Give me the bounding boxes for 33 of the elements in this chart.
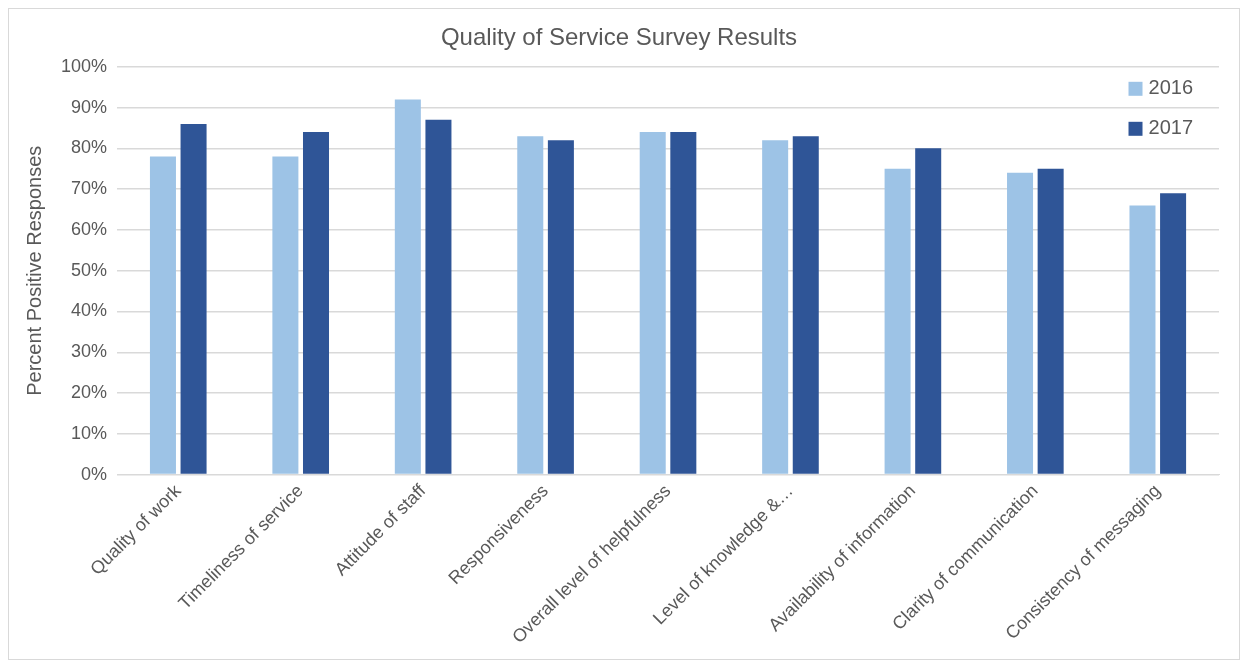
bar bbox=[149, 156, 176, 474]
y-tick-label: 10% bbox=[71, 422, 108, 443]
bar bbox=[425, 119, 452, 474]
chart-title: Quality of Service Survey Results bbox=[440, 23, 798, 51]
y-tick-label: 60% bbox=[71, 218, 108, 239]
bar bbox=[639, 132, 666, 474]
y-tick-label: 70% bbox=[71, 178, 108, 199]
y-tick-label: 30% bbox=[71, 341, 108, 362]
bar bbox=[302, 132, 330, 474]
bar bbox=[1007, 172, 1034, 474]
bar bbox=[1037, 168, 1064, 474]
legend-label: 2016 bbox=[1148, 76, 1194, 99]
bar bbox=[547, 140, 574, 474]
bar bbox=[394, 99, 421, 474]
y-tick-label: 20% bbox=[71, 382, 108, 403]
y-axis-title: Percent Positive Responses bbox=[22, 145, 45, 396]
bar bbox=[1129, 205, 1156, 474]
legend-label: 2017 bbox=[1148, 116, 1194, 139]
bar bbox=[792, 136, 819, 474]
y-tick-label: 40% bbox=[71, 300, 108, 321]
bar bbox=[670, 132, 697, 474]
y-tick-label: 90% bbox=[71, 96, 108, 117]
bar bbox=[180, 123, 207, 474]
bar bbox=[1160, 193, 1187, 474]
bar bbox=[517, 136, 544, 474]
y-tick-label: 80% bbox=[71, 137, 108, 158]
bar bbox=[272, 156, 299, 474]
bar bbox=[915, 148, 942, 474]
bar bbox=[762, 140, 789, 474]
y-tick-label: 100% bbox=[60, 55, 108, 76]
y-tick-label: 50% bbox=[71, 259, 108, 280]
y-tick-label: 0% bbox=[81, 463, 108, 484]
bar bbox=[884, 168, 911, 474]
